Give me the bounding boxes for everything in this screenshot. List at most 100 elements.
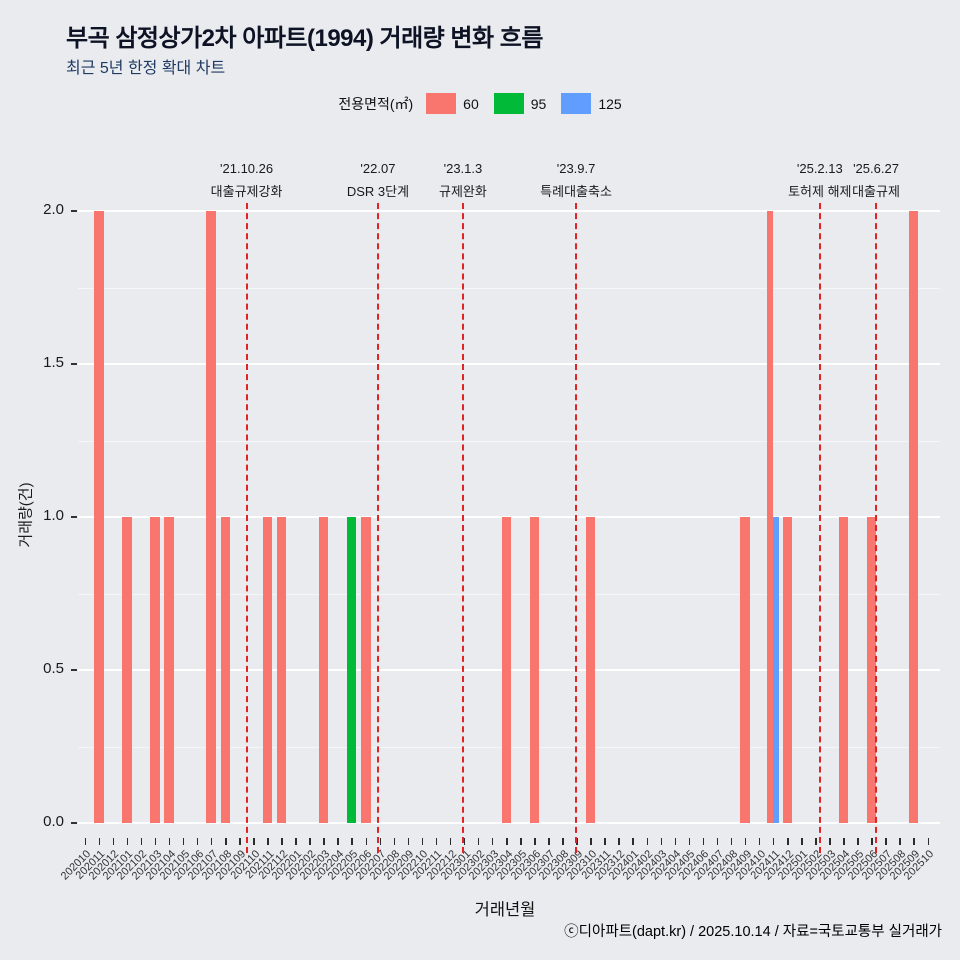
legend-items: 60 95 125 <box>426 93 622 114</box>
legend-item: 125 <box>561 93 622 114</box>
x-tick <box>871 838 873 845</box>
y-tick <box>71 822 77 824</box>
x-tick <box>646 838 648 845</box>
bar-202304-60 <box>501 517 511 823</box>
x-tick <box>744 838 747 845</box>
x-tick <box>281 838 283 845</box>
x-tick <box>84 838 86 845</box>
event-date: '25.6.27 <box>853 161 899 176</box>
bar-202103-60 <box>150 517 160 823</box>
x-tick <box>295 838 297 845</box>
x-tick <box>885 838 887 845</box>
x-tick <box>435 838 438 845</box>
legend-item-label: 95 <box>530 95 547 112</box>
event-label: 토허제 해제 <box>788 184 852 199</box>
x-tick <box>98 838 101 845</box>
x-tick <box>309 838 311 845</box>
x-tick <box>632 838 634 845</box>
x-tick <box>407 838 410 845</box>
x-tick <box>168 838 171 845</box>
x-tick <box>491 838 494 845</box>
event-line <box>376 203 379 853</box>
gridline-minor <box>78 440 940 442</box>
bar-202504-60 <box>838 517 849 823</box>
x-tick <box>815 838 817 845</box>
x-tick <box>182 838 185 845</box>
x-tick <box>477 838 480 845</box>
x-tick <box>520 838 522 845</box>
x-tick <box>196 838 199 845</box>
bar-202011-60 <box>94 211 104 823</box>
x-tick <box>323 838 325 845</box>
legend-item: 95 <box>493 93 547 114</box>
x-tick <box>702 838 705 845</box>
x-tick <box>365 838 367 845</box>
event-label: 대출규제 <box>852 184 900 199</box>
x-tick <box>927 838 929 845</box>
legend-swatch <box>426 93 457 114</box>
bar-202104-60 <box>164 517 174 823</box>
x-tick <box>379 838 382 845</box>
bar-202310-60 <box>585 517 596 823</box>
event-line <box>875 203 877 853</box>
x-tick <box>126 838 129 845</box>
x-tick <box>210 838 213 845</box>
x-tick <box>421 838 424 845</box>
x-tick <box>913 838 915 845</box>
bar-202203-60 <box>318 517 329 823</box>
legend: 전용면적(㎡) 60 95 125 <box>0 93 960 114</box>
bar-202412-60 <box>782 517 792 823</box>
x-tick <box>787 838 789 845</box>
event-label: 규제완화 <box>439 184 487 199</box>
event-date: '23.1.3 <box>443 161 483 176</box>
y-tick-label: 2.0 <box>43 201 64 218</box>
legend-item-label: 125 <box>598 95 622 112</box>
x-tick <box>112 838 115 845</box>
x-tick <box>772 838 775 845</box>
event-label: 대출규제강화 <box>210 184 283 199</box>
x-tick <box>604 838 606 845</box>
footer-credit: ⓒ디아파트(dapt.kr) / 2025.10.14 / 자료=국토교통부 실… <box>564 924 942 940</box>
legend-swatch <box>561 93 592 114</box>
bar-202306-60 <box>529 517 540 823</box>
y-tick <box>71 516 77 518</box>
x-tick <box>674 838 677 845</box>
x-tick <box>140 838 143 845</box>
legend-item-label: 60 <box>463 95 479 112</box>
legend-item: 60 <box>426 93 479 114</box>
gridline-major <box>78 822 940 824</box>
legend-swatch <box>493 93 524 114</box>
bar-202107-60 <box>206 211 216 823</box>
x-tick <box>534 838 536 845</box>
x-tick <box>463 838 466 845</box>
event-line <box>575 203 578 853</box>
gridline-major <box>78 210 940 212</box>
x-tick <box>393 838 396 845</box>
event-line <box>245 203 248 853</box>
x-tick <box>506 838 508 845</box>
x-tick <box>688 838 691 845</box>
page-subtitle: 최근 5년 한정 확대 차트 <box>66 60 226 77</box>
x-tick <box>660 838 663 845</box>
x-tick <box>239 838 241 845</box>
x-tick <box>857 838 859 845</box>
event-label: 특례대출축소 <box>540 184 612 199</box>
bar-202506-60 <box>866 517 877 823</box>
x-tick <box>225 838 227 845</box>
x-tick <box>716 838 719 845</box>
x-tick <box>562 838 564 845</box>
y-tick-label: 0.5 <box>43 660 64 677</box>
bar-202411-60 <box>766 211 773 823</box>
bar-202108-60 <box>220 517 230 823</box>
y-tick-label: 1.5 <box>43 354 64 371</box>
y-tick <box>71 669 77 671</box>
x-tick <box>590 838 592 845</box>
x-tick <box>337 838 339 845</box>
y-tick <box>71 363 77 365</box>
event-date: '21.10.26 <box>220 161 274 176</box>
bar-202205-95 <box>346 517 357 823</box>
event-date: '23.9.7 <box>556 161 596 176</box>
x-tick <box>843 838 845 845</box>
bar-202206-60 <box>361 517 371 823</box>
